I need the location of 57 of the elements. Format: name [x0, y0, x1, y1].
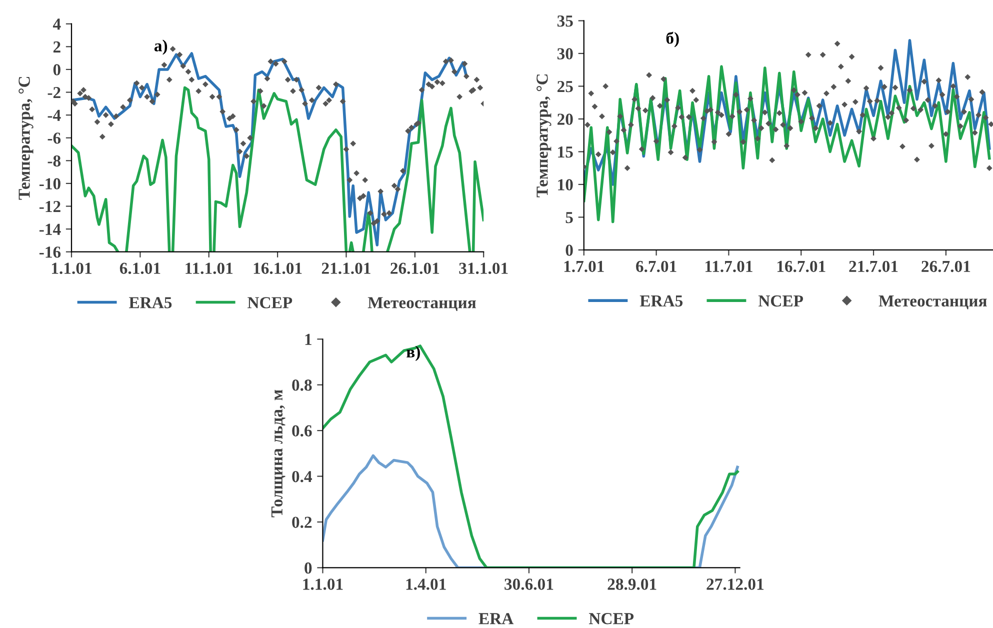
x-tick-label: 28.9.01: [608, 578, 656, 590]
legend-label: ERA5: [128, 297, 172, 308]
y-tick-label: -8: [48, 155, 61, 167]
x-tick-label: 26.1.01: [390, 262, 440, 274]
annotation: б): [666, 32, 679, 48]
legend-label: NCEP: [758, 295, 804, 307]
x-tick-label: 30.6.01: [504, 578, 554, 590]
y-tick-label: -10: [39, 178, 60, 190]
y-tick-label: -2: [48, 87, 60, 98]
x-tick-label: 6.1.01: [120, 262, 160, 274]
y-axis-title: Толщина льда, м: [271, 390, 286, 518]
y-tick-label: 15: [558, 146, 573, 158]
y-tick-label: 0: [304, 562, 312, 574]
x-tick-label: 1.4.01: [406, 578, 446, 590]
y-tick-label: -4: [48, 110, 61, 121]
legend-label: NCEP: [588, 613, 634, 624]
annotation: в): [406, 346, 420, 361]
x-tick-label: 27.12.01: [706, 578, 764, 590]
x-tick-label: 21.7.01: [849, 260, 898, 272]
y-tick-label: 25: [558, 80, 573, 92]
y-tick-label: 30: [557, 48, 573, 60]
y-axis-title: Температура, °C: [18, 76, 34, 200]
x-tick-label: 21.1.01: [322, 262, 370, 274]
legend-label: ERA5: [640, 295, 683, 307]
y-tick-label: 20: [558, 114, 573, 125]
y-tick-label: 0.4: [292, 470, 312, 482]
legend-label: Метеостанция: [368, 297, 476, 312]
x-tick-label: 6.7.01: [636, 260, 676, 272]
x-tick-label: 1.7.01: [564, 260, 604, 272]
y-tick-label: -16: [39, 246, 61, 258]
y-tick-label: 4: [52, 18, 61, 30]
y-tick-label: 2: [53, 41, 60, 52]
y-tick-label: 0: [566, 244, 573, 256]
x-tick-label: 11.1.01: [186, 262, 233, 274]
y-tick-label: 1: [305, 334, 312, 345]
x-tick-label: 1.1.01: [52, 262, 92, 274]
y-tick-label: 10: [558, 179, 573, 190]
x-tick-label: 16.1.01: [254, 262, 302, 274]
y-tick-label: 5: [566, 212, 573, 224]
x-tick-label: 31.1.01: [459, 262, 508, 274]
x-tick-label: 16.7.01: [777, 260, 826, 272]
y-tick-label: 0.6: [292, 425, 312, 437]
x-tick-label: 26.7.01: [922, 260, 970, 272]
y-tick-label: 0: [53, 64, 60, 76]
y-axis-title: Температура, °C: [536, 74, 552, 198]
y-tick-label: -12: [39, 200, 60, 212]
y-tick-label: 0.2: [292, 516, 312, 528]
y-tick-label: 0.8: [292, 380, 312, 391]
y-tick-label: -14: [39, 224, 61, 235]
legend-label: ERA: [478, 613, 514, 624]
y-tick-label: 35: [557, 15, 573, 27]
x-tick-label: 1.1.01: [303, 578, 343, 590]
legend-label: Метеостанция: [878, 295, 987, 310]
legend-label: NCEP: [248, 297, 292, 308]
y-tick-label: -6: [48, 132, 61, 144]
annotation: a): [154, 40, 168, 55]
x-tick-label: 11.7.01: [706, 260, 752, 272]
